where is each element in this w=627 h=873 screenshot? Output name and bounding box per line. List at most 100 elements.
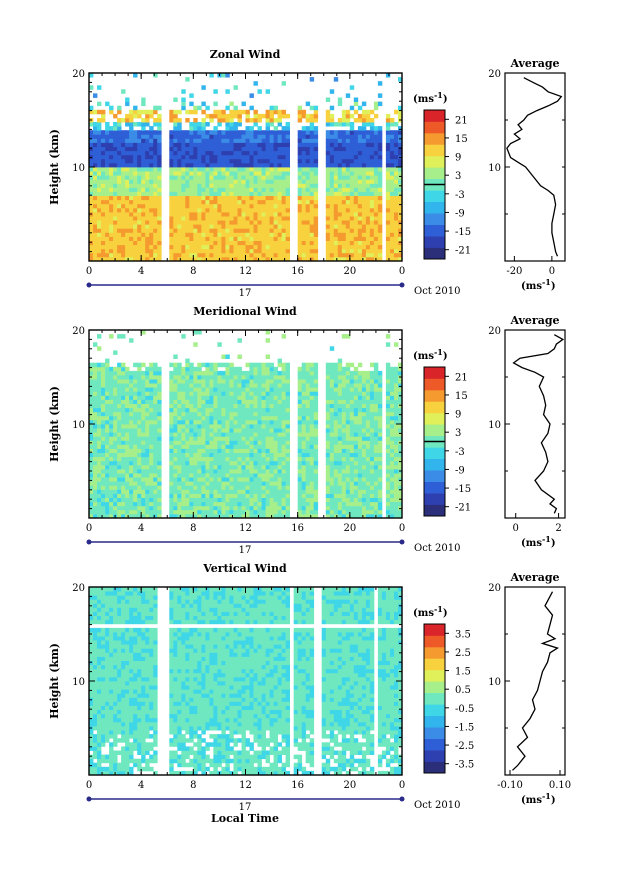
colorbar-tick-label: -3.5 — [455, 760, 474, 771]
date-label: 17 — [239, 802, 252, 813]
colorbar-segment — [424, 167, 445, 180]
x-tick-label: 4 — [138, 780, 144, 791]
colorbar-tick-label: -9 — [455, 208, 465, 219]
colorbar-segment — [424, 389, 445, 402]
colorbar-unit-exponent: -1 — [434, 604, 443, 614]
average-unit-exponent: -1 — [542, 534, 551, 544]
colorbar-segment — [424, 213, 445, 225]
average-profile: Average 10 20 0 2(ms-1) — [488, 314, 566, 549]
average-y-tick-label: 20 — [488, 583, 501, 594]
x-tick-label: 0 — [86, 266, 92, 277]
average-x-tick-label: 2 — [555, 523, 561, 534]
x-tick-label: 8 — [190, 266, 196, 277]
y-axis-label: Height (km) — [48, 129, 61, 205]
average-line — [512, 334, 565, 514]
colorbar-tick-label: -1.5 — [455, 722, 474, 733]
average-unit-close: ) — [551, 795, 556, 806]
colorbar-segment — [424, 110, 445, 122]
average-line — [512, 591, 560, 771]
colorbar-tick-label: 21 — [455, 372, 468, 383]
y-tick-label: 20 — [72, 69, 85, 80]
date-label: 17 — [239, 545, 252, 556]
colorbar-unit-exponent: -1 — [434, 347, 443, 357]
colorbar-tick-label: -3 — [455, 190, 465, 201]
heatmap-field — [89, 73, 403, 262]
x-tick-label: 0 — [399, 780, 405, 791]
colorbar-segment — [424, 121, 445, 134]
colorbar-tick-label: 3 — [455, 428, 461, 439]
average-unit-close: ) — [551, 281, 556, 292]
colorbar-tick-label: 21 — [455, 115, 468, 126]
colorbar-tick-label: -15 — [455, 227, 471, 238]
chart-title: Meridional Wind — [193, 305, 297, 318]
date-label: 17 — [239, 288, 252, 299]
date-month-label: Oct 2010 — [414, 543, 460, 554]
colorbar-segment — [424, 424, 445, 437]
average-y-tick-label: 10 — [488, 677, 501, 688]
colorbar-segment — [424, 412, 445, 425]
x-tick-label: 16 — [291, 523, 304, 534]
colorbar-segment — [424, 236, 445, 248]
colorbar-tick-label: -3 — [455, 447, 465, 458]
average-x-tick-label: -20 — [506, 266, 522, 277]
colorbar-segment — [424, 155, 445, 168]
colorbar-tick-label: -2.5 — [455, 741, 474, 752]
colorbar-unit-close: ) — [443, 94, 448, 105]
average-frame — [504, 329, 566, 519]
colorbar-segment — [424, 646, 445, 659]
colorbar-segment — [424, 624, 445, 636]
average-unit: (ms-1) — [521, 791, 556, 806]
average-profile: Average 10 20 -0.10 0.10(ms-1) — [488, 571, 571, 806]
colorbar-segment — [424, 750, 445, 762]
colorbar-tick-label: 15 — [455, 134, 468, 145]
colorbar-tick-label: 9 — [455, 410, 461, 421]
colorbar-segment — [424, 692, 445, 705]
colorbar-unit: (ms-1) — [413, 604, 448, 619]
date-bar-end — [399, 796, 405, 802]
y-axis-label: Height (km) — [48, 386, 61, 462]
x-tick-label: 0 — [399, 266, 405, 277]
chart-title: Vertical Wind — [202, 562, 287, 575]
average-y-tick-label: 20 — [488, 69, 501, 80]
average-line — [506, 77, 563, 257]
average-unit: (ms-1) — [521, 534, 556, 549]
colorbar-tick-label: 3.5 — [455, 629, 471, 640]
colorbar-tick-label: 1.5 — [455, 667, 471, 678]
colorbar-segment — [424, 761, 445, 774]
colorbar-segment — [424, 715, 445, 728]
x-tick-label: 12 — [239, 780, 252, 791]
y-tick-label: 10 — [72, 163, 85, 174]
date-bar-end — [399, 282, 405, 288]
x-tick-label: 4 — [138, 523, 144, 534]
average-x-tick-label: 0 — [513, 523, 519, 534]
x-tick-label: 16 — [291, 780, 304, 791]
date-bar-start — [86, 539, 92, 545]
average-x-tick-label: -0.10 — [497, 780, 523, 791]
colorbar-tick-label: -0.5 — [455, 704, 474, 715]
colorbar-segment — [424, 635, 445, 648]
average-x-tick-label: 0 — [549, 266, 555, 277]
average-unit-exponent: -1 — [542, 791, 551, 801]
y-tick-label: 20 — [72, 583, 85, 594]
date-bar-end — [399, 539, 405, 545]
x-axis-label: Local Time — [211, 812, 279, 825]
y-tick-label: 10 — [72, 420, 85, 431]
average-title: Average — [509, 57, 559, 70]
colorbar-segment — [424, 132, 445, 145]
x-tick-label: 12 — [239, 266, 252, 277]
average-x-tick-label: 0.10 — [549, 780, 571, 791]
colorbar-segment — [424, 447, 445, 459]
x-tick-label: 0 — [86, 780, 92, 791]
colorbar-segment — [424, 144, 445, 157]
panel-zonal: Zonal Wind 0 4 8 12 16 20 0 10 20 Height (km) 17 Oct… — [48, 48, 566, 299]
heatmap-field — [89, 587, 403, 776]
x-tick-label: 20 — [343, 523, 356, 534]
colorbar-segment — [424, 738, 445, 751]
panel-vertical: Vertical Wind 0 4 8 12 16 20 0 10 20 Height (km) 17… — [48, 562, 571, 813]
colorbar: 3.5 2.5 1.5 0.5 -0.5 -1.5 -2.5 -3.5 (ms-1) — [413, 604, 474, 774]
colorbar-tick-label: -9 — [455, 465, 465, 476]
colorbar-segment — [424, 658, 445, 671]
average-y-tick-label: 10 — [488, 163, 501, 174]
